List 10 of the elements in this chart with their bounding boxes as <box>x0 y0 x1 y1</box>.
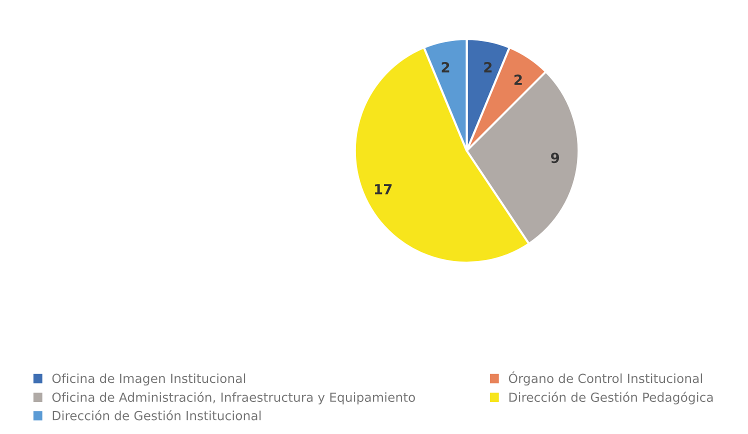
legend-label: Dirección de Gestión Institucional <box>52 410 261 420</box>
data-label: 2 <box>514 74 522 85</box>
data-label: 2 <box>442 62 450 72</box>
legend-label: Dirección de Gestión Pedagógica <box>509 392 713 404</box>
data-label: 9 <box>550 152 560 164</box>
legend-label: Órgano de Control Institucional <box>508 371 702 386</box>
legend-label: Oficina de Administración, Infraestructura y Equipamiento <box>52 392 415 404</box>
data-label: 2 <box>484 62 492 72</box>
legend-label: Oficina de Imagen Institucional <box>52 373 246 386</box>
data-label: 17 <box>374 184 392 194</box>
